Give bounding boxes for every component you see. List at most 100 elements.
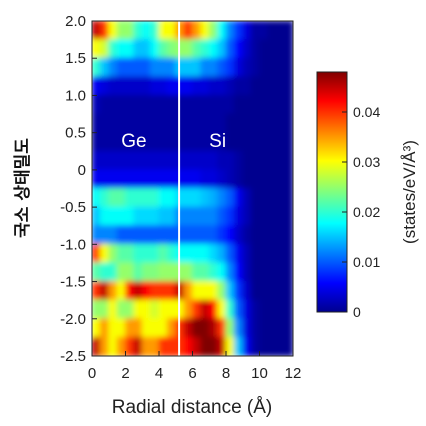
heatmap-cell [259,94,269,115]
heatmap-cell [92,225,101,245]
heatmap-cell [242,39,252,59]
heatmap-cell [125,21,135,41]
heatmap-cell [225,150,235,171]
colorbar-tick-label: 0.03 [353,154,380,170]
heatmap-cell [166,94,177,115]
heatmap-cell [133,39,143,59]
heatmap-cell [133,336,143,356]
heatmap-cell [225,299,235,320]
heatmap-cell [125,225,135,245]
heatmap-cell [133,225,143,245]
heatmap-cell [108,57,118,78]
x-tick-label: 0 [88,365,96,382]
heatmap-cell [141,94,152,115]
heatmap-cell [108,262,118,283]
heatmap-cell [116,225,126,245]
heatmap-cell [141,225,152,245]
heatmap-cell [125,206,135,227]
heatmap-cell [166,206,177,227]
heatmap-cell [225,262,235,283]
heatmap-cell [250,94,260,115]
heatmap-cell [208,169,219,189]
heatmap-cell [259,132,269,152]
heatmap-cell [284,57,293,78]
heatmap-cell [166,169,177,189]
colorbar-ticks: 0 0.01 0.02 0.03 0.04 [342,104,380,320]
heatmap-cell [200,150,210,171]
heatmap-cell [259,336,269,356]
colorbar-title: (states/eV/Å³) [400,140,419,244]
heatmap-cell [99,39,110,59]
heatmap-cell [267,262,277,283]
heatmap-cell [275,225,286,245]
heatmap-cell [217,318,227,338]
heatmap-cell [92,206,101,227]
heatmap-cell [183,262,193,283]
heatmap-cell [116,169,126,189]
heatmap-cell [108,336,118,356]
heatmap-cell [192,281,202,301]
heatmap-cell [183,188,193,208]
heatmap-cell [133,243,143,264]
heatmap-cell [125,299,135,320]
heatmap-cell [284,318,293,338]
heatmap-cell [225,281,235,301]
heatmap-cell [183,225,193,245]
heatmap-cell [166,225,177,245]
heatmap-cell [275,318,286,338]
heatmap-cell [267,39,277,59]
heatmap-cell [267,21,277,41]
y-tick-label: -2.5 [60,348,86,365]
heatmap-cell [183,150,193,171]
heatmap-cell [259,39,269,59]
heatmap-cell [108,132,118,152]
heatmap-cell [217,299,227,320]
heatmap-cell [192,169,202,189]
heatmap-cell [242,243,252,264]
heatmap-cell [133,76,143,96]
region-label-ge: Ge [121,131,146,152]
heatmap-cell [99,94,110,115]
heatmap-cell [242,281,252,301]
heatmap-cell [250,225,260,245]
heatmap-cell [267,336,277,356]
heatmap-cell [208,113,219,134]
heatmap-cell [92,188,101,208]
heatmap-cell [200,262,210,283]
heatmap-cell [267,299,277,320]
heatmap-cell [116,132,126,152]
heatmap-cell [158,299,168,320]
heatmap-cell [250,188,260,208]
heatmap-cell [183,94,193,115]
heatmap-cell [150,132,160,152]
heatmap-cell [166,57,177,78]
heatmap-cell [217,262,227,283]
heatmap-cell [250,150,260,171]
heatmap-cell [233,39,244,59]
heatmap-cell [259,318,269,338]
heatmap-cell [150,281,160,301]
heatmap-cell [284,132,293,152]
colorbar-tick-label: 0 [353,304,361,320]
heatmap-cell [166,150,177,171]
heatmap-cell [192,206,202,227]
y-tick-label: 0.5 [65,125,86,142]
heatmap-cell [284,94,293,115]
heatmap-cell [108,76,118,96]
heatmap-cell [150,225,160,245]
heatmap-cell [200,21,210,41]
heatmap-cell [284,243,293,264]
heatmap-cell [141,150,152,171]
heatmap-cell [125,150,135,171]
heatmap-cell [250,113,260,134]
y-tick-label: -2.0 [60,311,86,328]
heatmap-cell [217,132,227,152]
heatmap-cell [92,21,101,41]
heatmap-cell [141,76,152,96]
heatmap-cell [183,113,193,134]
heatmap-cell [284,336,293,356]
y-tick-label: 1.5 [65,50,86,67]
heatmap-cell [183,336,193,356]
heatmap-cell [150,57,160,78]
heatmap-cell [158,206,168,227]
